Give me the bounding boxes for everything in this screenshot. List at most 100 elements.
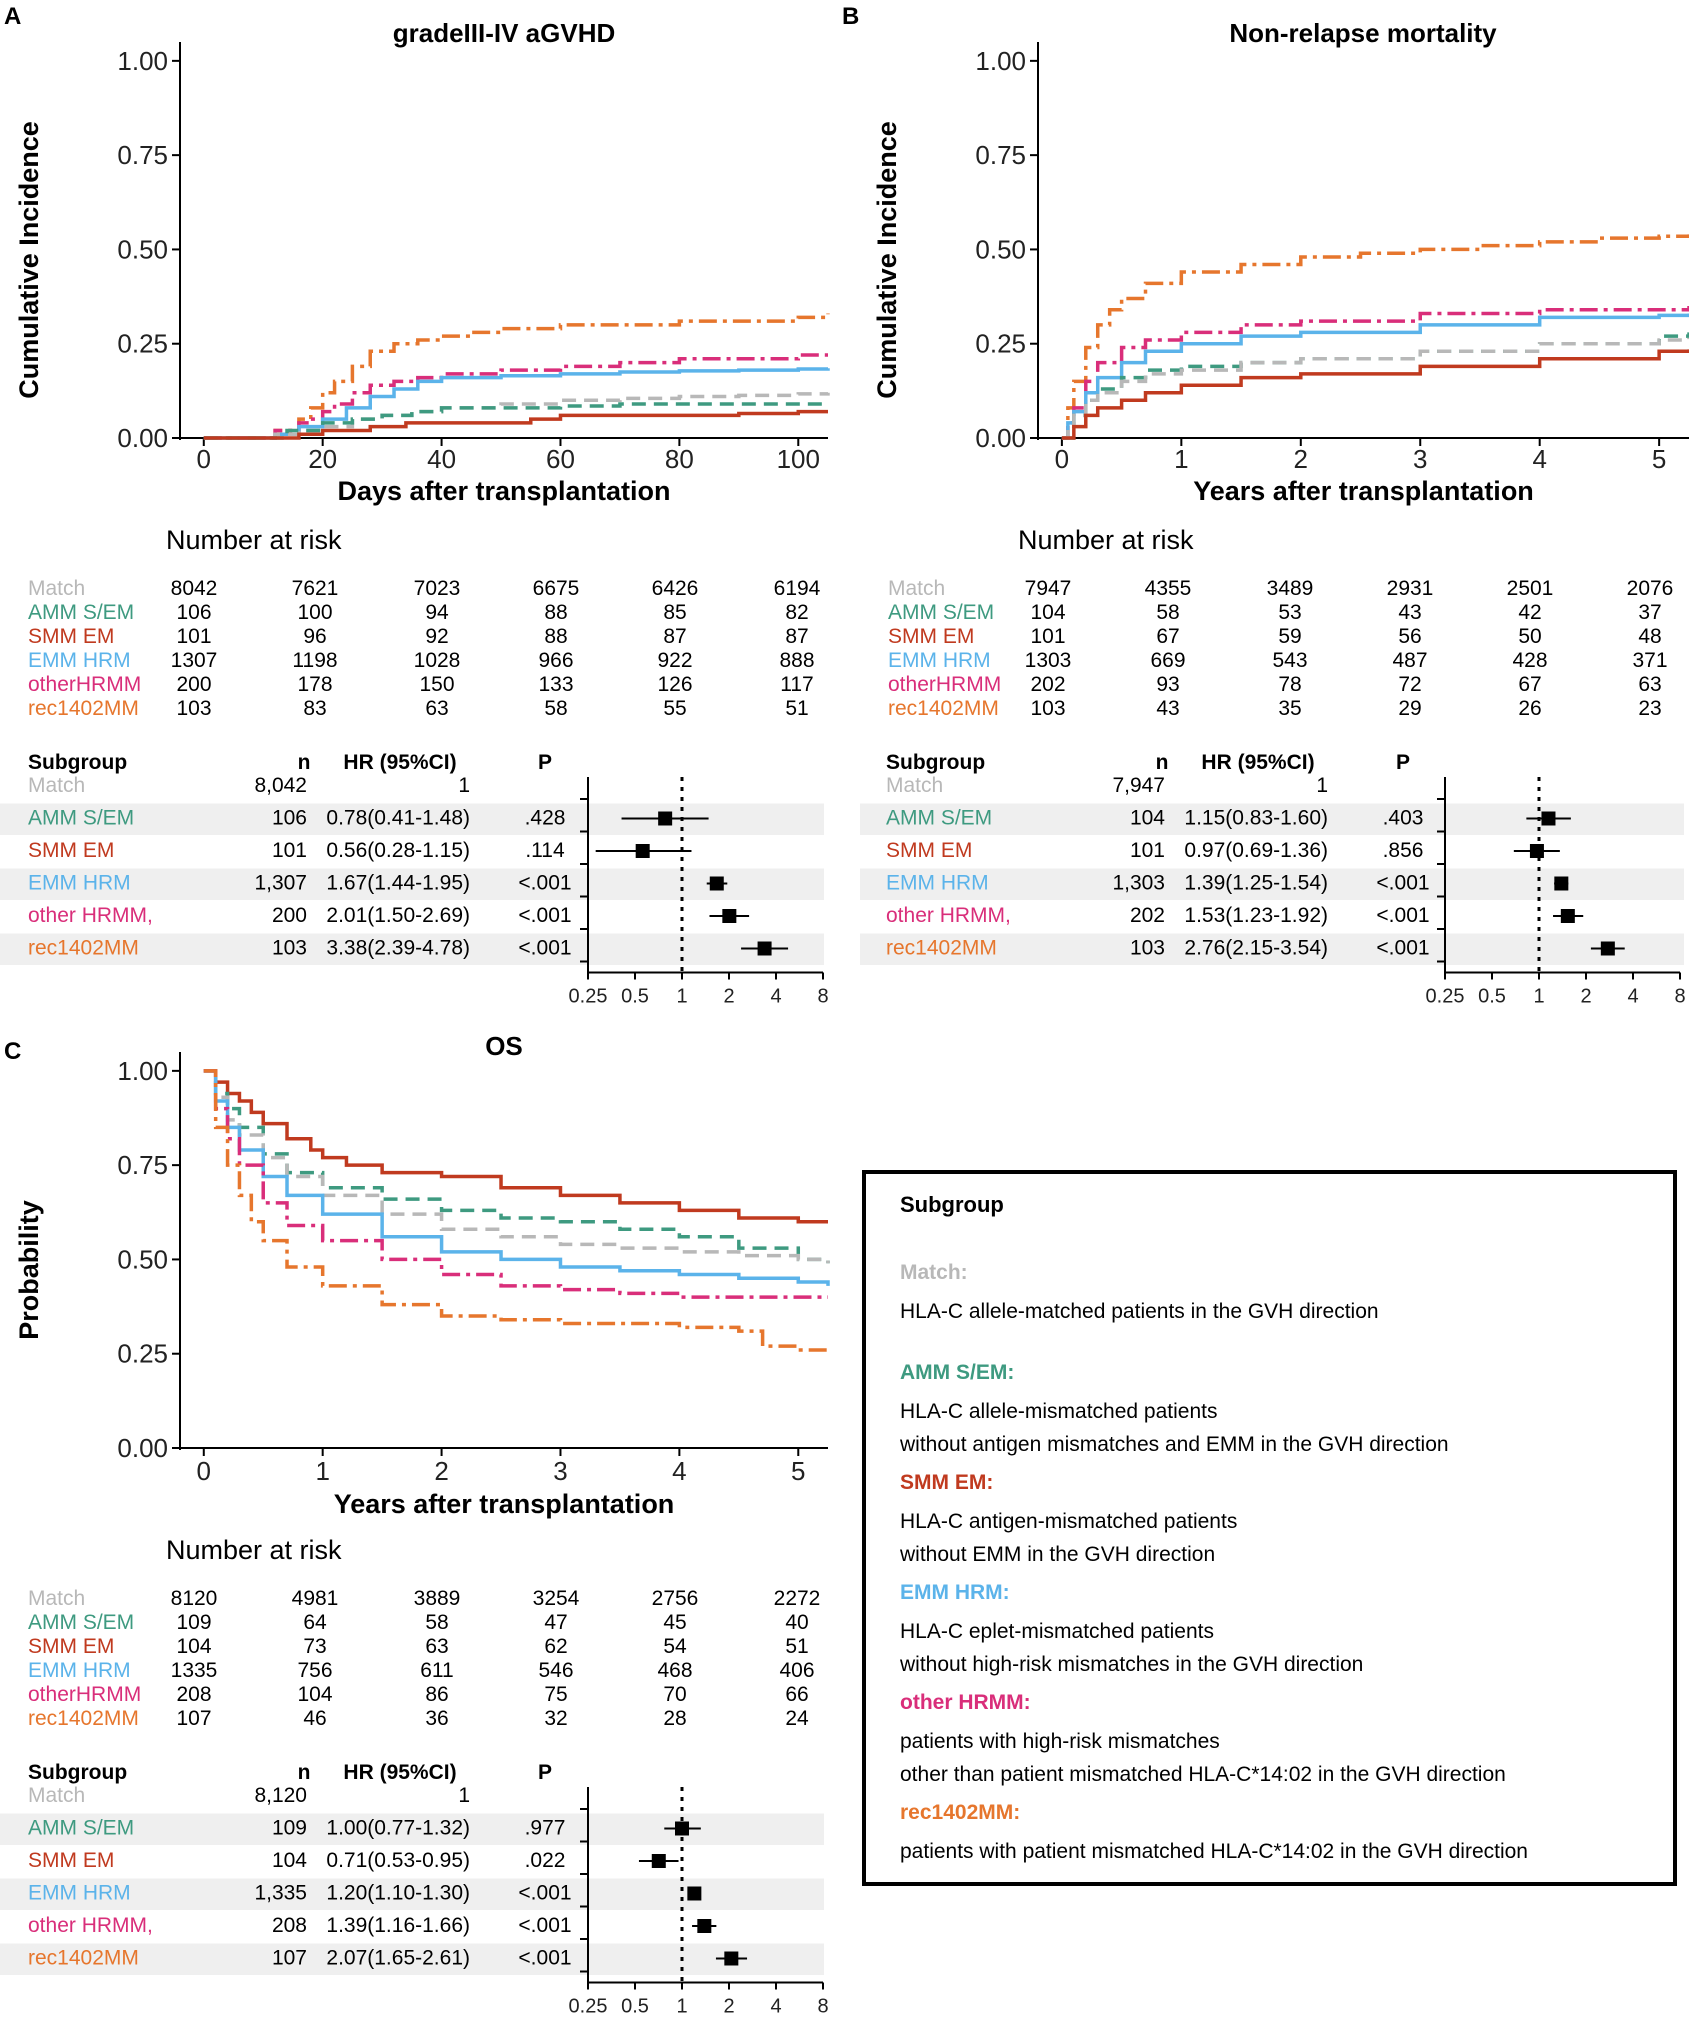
- forest-row-n: 1,335: [254, 1882, 307, 1905]
- risk-value: 2931: [1387, 577, 1434, 600]
- y-tick-label: 0.50: [975, 234, 1026, 264]
- forest-row-hr: 1.39(1.16-1.66): [326, 1914, 470, 1937]
- risk-value: 58: [425, 1611, 448, 1634]
- forest-header-p: P: [538, 751, 552, 774]
- risk-value: 7621: [292, 577, 339, 600]
- forest-row-p: <.001: [518, 937, 571, 960]
- forest-row-p: <.001: [518, 872, 571, 895]
- risk-value: 7947: [1025, 577, 1072, 600]
- forest-row-band: [0, 1943, 824, 1975]
- risk-value: 103: [176, 697, 211, 720]
- x-tick-label: 0: [1055, 444, 1069, 474]
- risk-row-label-match: Match: [28, 1587, 85, 1610]
- risk-value: 6426: [652, 577, 699, 600]
- risk-value: 94: [425, 601, 449, 624]
- risk-value: 611: [420, 1659, 453, 1682]
- panel-letter: A: [4, 3, 21, 30]
- risk-row-label-amm-s-em: AMM S/EM: [28, 1611, 134, 1634]
- risk-value: 64: [303, 1611, 327, 1634]
- legend-entry-description: without high-risk mismatches in the GVH …: [900, 1653, 1364, 1676]
- forest-point: [1529, 844, 1544, 858]
- risk-value: 104: [297, 1683, 332, 1706]
- legend-entry-description: HLA-C allele-matched patients in the GVH…: [900, 1300, 1379, 1323]
- forest-row-label-amm-s-em: AMM S/EM: [28, 807, 134, 830]
- forest-row-hr: 3.38(2.39-4.78): [326, 937, 470, 960]
- panel-c-km-plot: C OS 1.00 0.75 0.50 0.25 0.00 0 1 2 3 4 5 Years after…: [4, 1031, 830, 1519]
- x-tick-label: 2: [434, 1456, 448, 1486]
- forest-point: [1600, 941, 1615, 956]
- panel-letter: B: [842, 3, 859, 30]
- risk-value: 45: [663, 1611, 686, 1634]
- x-tick-label: 2: [1294, 444, 1308, 474]
- legend-entry-description: HLA-C allele-mismatched patients: [900, 1400, 1218, 1423]
- forest-point: [1541, 811, 1556, 826]
- risk-value: 1028: [414, 649, 461, 672]
- risk-value: 1335: [171, 1659, 218, 1682]
- x-tick-label: 0: [197, 444, 211, 474]
- y-tick-label: 0.25: [975, 329, 1026, 359]
- risk-value: 2076: [1627, 577, 1674, 600]
- risk-value: 150: [419, 673, 454, 696]
- forest-x-tick-label: 4: [1627, 986, 1638, 1008]
- y-tick-label: 0.75: [975, 140, 1026, 170]
- legend-entry-name: Match:: [900, 1261, 968, 1284]
- x-tick-label: 5: [1652, 444, 1666, 474]
- risk-value: 4981: [292, 1587, 339, 1610]
- y-tick-label: 1.00: [975, 46, 1026, 76]
- risk-value: 67: [1518, 673, 1541, 696]
- chart-title: OS: [485, 1031, 523, 1061]
- forest-header-subgroup: Subgroup: [886, 751, 985, 774]
- y-axis-label: Cumulative Incidence: [14, 121, 44, 399]
- risk-table-title: Number at risk: [1018, 525, 1194, 555]
- forest-row-p: <.001: [1376, 872, 1429, 895]
- risk-value: 2501: [1507, 577, 1554, 600]
- forest-point: [724, 1951, 739, 1966]
- forest-row-label-emm-hrm: EMM HRM: [28, 872, 131, 895]
- risk-row-label-amm-s-em: AMM S/EM: [888, 601, 994, 624]
- risk-value: 1198: [292, 649, 337, 672]
- forest-plot-a-forest: Subgroup n HR (95%CI) P 0.25 0.5 1 2 4 8 Match 8,04…: [0, 751, 829, 1008]
- chart-title: Non-relapse mortality: [1229, 18, 1497, 48]
- forest-x-tick-label: 1: [1533, 986, 1544, 1008]
- risk-value: 107: [176, 1707, 211, 1730]
- forest-plot-c-forest: Subgroup n HR (95%CI) P 0.25 0.5 1 2 4 8 Match 8,12…: [0, 1761, 829, 2018]
- risk-row-label-amm-s-em: AMM S/EM: [28, 601, 134, 624]
- risk-row-label-smm-em: SMM EM: [28, 625, 114, 648]
- risk-value: 117: [780, 673, 813, 696]
- forest-row-label-rec1402mm: rec1402MM: [886, 937, 997, 960]
- series-line-amm-s-em: [1061, 332, 1689, 440]
- risk-value: 126: [657, 673, 692, 696]
- series-line-emm-hrm: [1061, 313, 1689, 440]
- risk-row-label-emm-hrm: EMM HRM: [28, 1659, 131, 1682]
- forest-x-tick-label: 2: [723, 986, 734, 1008]
- forest-row-p: <.001: [518, 1914, 571, 1937]
- risk-value: 26: [1518, 697, 1541, 720]
- risk-row-label-rec1402mm: rec1402MM: [28, 697, 139, 720]
- forest-row-band: [860, 868, 1684, 900]
- y-tick-label: 0.75: [117, 140, 168, 170]
- x-tick-label: 3: [553, 1456, 567, 1486]
- x-axis-label: Days after transplantation: [337, 476, 670, 506]
- risk-value: 43: [1398, 601, 1421, 624]
- risk-row-label-rec1402mm: rec1402MM: [888, 697, 999, 720]
- risk-value: 8042: [171, 577, 218, 600]
- forest-x-tick-label: 2: [723, 1996, 734, 2018]
- x-tick-label: 4: [1532, 444, 1546, 474]
- risk-value: 428: [1512, 649, 1547, 672]
- forest-row-hr: 1: [458, 1784, 470, 1807]
- legend-entry-description: without EMM in the GVH direction: [900, 1543, 1216, 1566]
- risk-value: 888: [779, 649, 814, 672]
- risk-value: 922: [657, 649, 692, 672]
- series-line-smm-em: [203, 409, 828, 440]
- forest-x-tick-label: 0.5: [621, 986, 649, 1008]
- forest-point: [651, 1854, 666, 1868]
- forest-row-label-smm-em: SMM EM: [28, 1849, 114, 1872]
- x-tick-label: 60: [546, 444, 575, 474]
- risk-value: 3489: [1267, 577, 1314, 600]
- risk-table-title: Number at risk: [166, 1535, 342, 1565]
- forest-row-label-rec1402mm: rec1402MM: [28, 937, 139, 960]
- forest-row-hr: 1.00(0.77-1.32): [326, 1817, 470, 1840]
- risk-value: 101: [176, 625, 211, 648]
- y-tick-label: 0.50: [117, 234, 168, 264]
- x-tick-label: 4: [672, 1456, 686, 1486]
